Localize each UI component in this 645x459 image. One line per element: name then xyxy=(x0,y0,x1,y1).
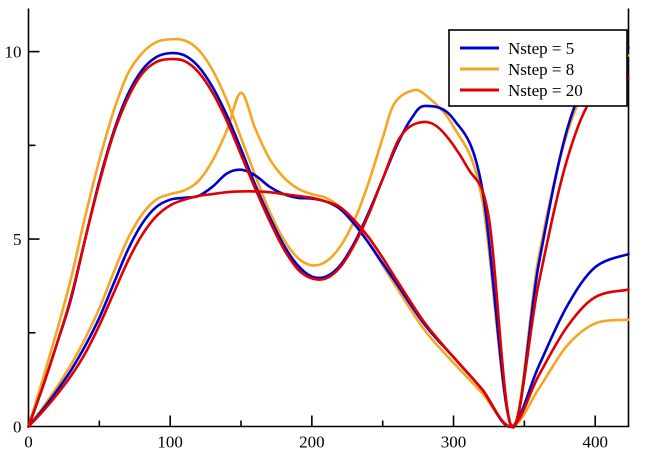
series-line-upper xyxy=(27,57,630,429)
axis-frame xyxy=(27,8,630,428)
x-axis-tick-label: 400 xyxy=(582,433,608,452)
x-axis-tick-label: 0 xyxy=(24,433,33,452)
series-nstep-20 xyxy=(27,57,630,429)
legend-label-1[interactable]: Nstep = 5 xyxy=(508,39,574,58)
y-axis-tick-label: 10 xyxy=(5,43,22,62)
chart-legend[interactable]: Nstep = 5 Nstep = 8 Nstep = 20 xyxy=(448,29,628,107)
y-axis-tick-label: 5 xyxy=(13,230,22,249)
x-axis-tick-label: 200 xyxy=(299,433,325,452)
legend-label-3[interactable]: Nstep = 20 xyxy=(508,81,583,100)
y-axis-tick-label: 0 xyxy=(13,418,22,437)
x-axis-tick-label: 300 xyxy=(441,433,467,452)
x-axis-tick-label: 100 xyxy=(157,433,183,452)
data-series-group xyxy=(27,37,630,429)
legend-label-2[interactable]: Nstep = 8 xyxy=(508,60,574,79)
axis-tick-labels: 0 100 200 300 400 0 5 10 xyxy=(5,43,608,452)
series-line-lower xyxy=(27,91,630,428)
series-line-lower xyxy=(27,190,630,428)
axis-ticks xyxy=(27,50,597,427)
axis-box xyxy=(27,8,630,428)
